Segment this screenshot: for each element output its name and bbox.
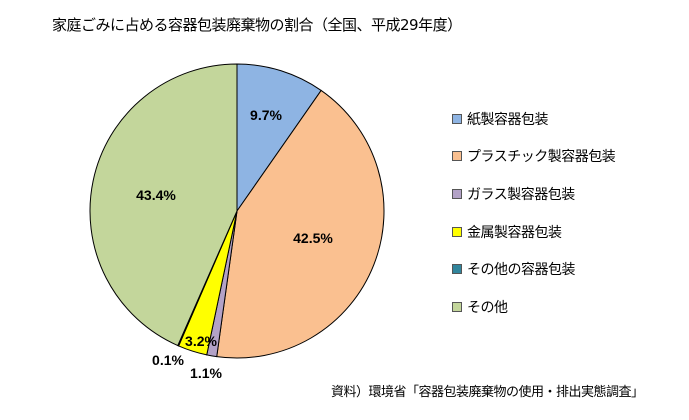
legend: 紙製容器包装プラスチック製容器包装 ガラス製容器包装 金属製容器包装 その他の容器包装…	[452, 100, 616, 326]
legend-swatch	[452, 113, 462, 124]
legend-label: 金属製容器包装	[467, 224, 562, 241]
legend-swatch	[452, 264, 462, 275]
pie-slice	[236, 63, 322, 213]
legend-label: 紙製容器包装	[467, 111, 549, 128]
legend-item: 金属製容器包装	[452, 213, 615, 251]
data-label: 42.5%	[293, 230, 333, 246]
legend-swatch	[452, 188, 462, 199]
pie-slice	[89, 63, 238, 347]
data-label: 3.2%	[185, 333, 217, 349]
legend-item: プラスチック製容器包装	[452, 138, 616, 176]
legend-label: ガラス製容器包装	[467, 186, 575, 203]
data-label: 43.4%	[136, 187, 176, 203]
legend-item: その他	[452, 288, 615, 326]
legend-label: プラスチック製容器包装	[467, 149, 616, 166]
legend-swatch	[452, 151, 462, 162]
legend-item: その他の容器包装	[452, 250, 615, 288]
legend-swatch	[452, 226, 462, 237]
legend-swatch	[452, 301, 462, 312]
legend-label: その他の容器包装	[467, 262, 576, 279]
legend-item: ガラス製容器包装	[452, 175, 615, 213]
legend-label: その他	[467, 299, 508, 316]
source-note: 資料）環境省「容器包装廃棄物の使用・排出実態調査」	[331, 385, 644, 400]
pie-slice	[216, 89, 385, 359]
data-label: 1.1%	[190, 365, 222, 381]
legend-item: 紙製容器包装	[452, 100, 615, 138]
data-label: 0.1%	[152, 352, 184, 368]
data-label: 9.7%	[250, 107, 282, 123]
chart-title: 家庭ごみに占める容器包装廃棄物の割合（全国、平成29年度）	[52, 16, 462, 34]
